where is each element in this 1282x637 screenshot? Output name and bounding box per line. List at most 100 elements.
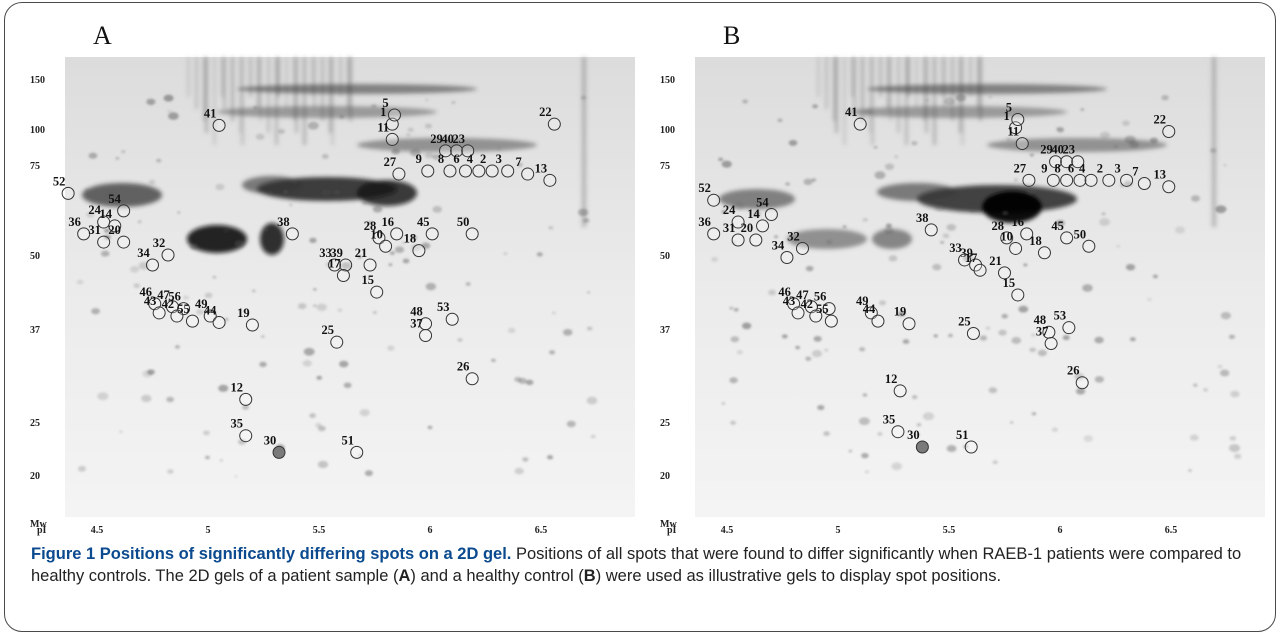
spot-circle-13: [1162, 180, 1176, 194]
spot-label-41: 41: [845, 105, 858, 119]
spot-label-28: 28: [991, 219, 1004, 233]
pi-tick-label: 6: [1058, 525, 1063, 536]
spot-label-23: 23: [1063, 143, 1076, 157]
spot-label-6: 6: [453, 152, 459, 166]
spot-label-20: 20: [741, 221, 754, 235]
spot-label-42: 42: [801, 297, 814, 311]
spot-label-25: 25: [958, 315, 971, 329]
spot-label-34: 34: [772, 238, 785, 252]
spot-label-51: 51: [341, 433, 354, 447]
pi-tick-label: 6: [428, 525, 433, 536]
pi-tick-label: 4.5: [721, 525, 734, 536]
spot-circle-32: [795, 241, 809, 255]
figure-caption: Figure 1 Positions of significantly diff…: [31, 543, 1261, 587]
spot-circle-36: [707, 227, 721, 241]
spot-label-45: 45: [1051, 219, 1064, 233]
spot-label-46: 46: [778, 285, 791, 299]
spot-label-17: 17: [328, 256, 341, 270]
spot-circle-2: [1102, 173, 1116, 187]
spot-circle-5: [1011, 113, 1025, 127]
spot-label-1: 1: [1003, 109, 1009, 123]
gel-protein-stain: [82, 57, 586, 255]
spot-label-3: 3: [496, 152, 502, 166]
gel-panel-a: 1501007550372520Mw4.555.566.57pI15112241…: [27, 17, 647, 537]
spot-circle-35: [239, 429, 253, 443]
spot-label-43: 43: [783, 294, 796, 308]
spot-circle-22: [547, 117, 561, 131]
pi-axis-title: pI: [667, 525, 677, 536]
spot-label-34: 34: [137, 246, 150, 260]
spot-circle-43: [152, 306, 166, 320]
spot-circle-12: [893, 384, 907, 398]
gel-background: [695, 57, 1265, 517]
spot-label-24: 24: [88, 203, 101, 217]
spot-label-5: 5: [382, 96, 388, 110]
spot-label-42: 42: [162, 297, 175, 311]
spot-label-13: 13: [535, 161, 548, 175]
spot-label-23: 23: [452, 132, 465, 146]
spot-circle-4: [1084, 173, 1098, 187]
spot-label-56: 56: [814, 290, 827, 304]
spot-circle-30: [272, 445, 286, 459]
mw-tick-label: 150: [30, 75, 45, 86]
spot-label-19: 19: [894, 305, 907, 319]
spot-label-9: 9: [416, 152, 422, 166]
spot-label-47: 47: [157, 288, 170, 302]
pi-axis-title: pI: [37, 525, 47, 536]
spot-label-30: 30: [264, 433, 277, 447]
mw-tick-label: 75: [660, 161, 670, 172]
pi-tick-label: 5: [206, 525, 211, 536]
spot-circle-8: [443, 164, 457, 178]
spot-label-18: 18: [1029, 234, 1042, 248]
mw-axis: 150 100 75 50 37 25 20: [30, 75, 45, 482]
spot-label-48: 48: [410, 305, 423, 319]
caption-label-b: B: [583, 567, 596, 585]
spot-label-41: 41: [204, 106, 217, 120]
spot-circle-19: [902, 317, 916, 331]
mw-axis-title: Mw: [30, 519, 47, 530]
spot-label-44: 44: [863, 302, 876, 316]
mw-tick-label: 100: [30, 125, 45, 136]
spot-circle-53: [1062, 321, 1076, 335]
spot-label-21: 21: [355, 246, 368, 260]
spot-circle-51: [964, 440, 978, 454]
spot-circle-18: [412, 244, 426, 258]
spot-circle-28: [1000, 231, 1014, 245]
spot-label-36: 36: [698, 215, 711, 229]
spot-circle-29: [1049, 155, 1063, 169]
spot-label-15: 15: [1003, 276, 1016, 290]
spot-label-16: 16: [1011, 215, 1024, 229]
spot-circle-21: [363, 258, 377, 272]
spot-circle-39: [969, 258, 983, 272]
spot-circle-35: [891, 425, 905, 439]
spot-label-55: 55: [816, 302, 829, 316]
spot-label-32: 32: [787, 229, 800, 243]
spot-label-37: 37: [1036, 325, 1049, 339]
spot-label-31: 31: [723, 221, 736, 235]
spot-label-22: 22: [1154, 113, 1167, 127]
spot-label-49: 49: [856, 294, 869, 308]
spot-circle-40: [450, 144, 464, 158]
spot-label-10: 10: [1000, 229, 1013, 243]
spot-label-17: 17: [965, 251, 978, 265]
spot-circle-39: [339, 258, 353, 272]
spot-label-7: 7: [516, 155, 522, 169]
spot-label-35: 35: [883, 413, 896, 427]
spot-label-48: 48: [1034, 313, 1047, 327]
spot-label-45: 45: [417, 215, 430, 229]
spot-circle-55: [824, 314, 838, 328]
spot-circle-27: [1022, 173, 1036, 187]
spot-label-14: 14: [747, 207, 760, 221]
spot-label-4: 4: [467, 152, 474, 166]
spot-label-53: 53: [437, 300, 450, 314]
spot-label-25: 25: [322, 323, 335, 337]
pi-axis: 4.555.566.57: [721, 525, 1178, 536]
spot-label-29: 29: [1040, 143, 1053, 157]
spot-label-5: 5: [1006, 101, 1012, 115]
mw-tick-label: 50: [660, 251, 670, 262]
spot-label-1: 1: [380, 105, 386, 119]
pi-tick-label: 5.5: [943, 525, 956, 536]
spot-circle-30: [915, 440, 929, 454]
spot-circle-2: [485, 164, 499, 178]
spot-label-52: 52: [53, 174, 66, 188]
